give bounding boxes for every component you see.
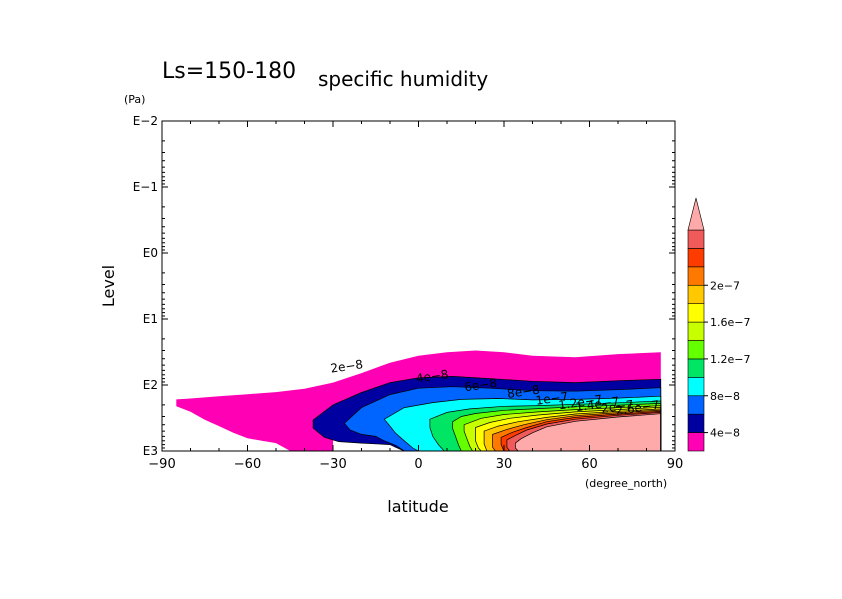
x-tick-label-7: 90	[667, 457, 684, 472]
x-tick-label-6: 60	[581, 457, 598, 472]
colorbar-label-5: 2e−7	[710, 279, 740, 292]
colorbar-swatch-2	[687, 413, 705, 433]
contour-label-9: 2.6e−7	[615, 398, 661, 418]
y-axis-label: Level	[99, 265, 118, 307]
x-tick-label-4: 0	[414, 457, 422, 472]
y-tick-label-6: E3	[143, 444, 158, 458]
colorbar-swatch-7	[687, 321, 705, 341]
contour-line-10	[500, 410, 662, 452]
colorbar-swatch-8	[687, 303, 705, 323]
contour-line-1	[312, 376, 662, 452]
colorbar-swatch-4	[687, 377, 705, 397]
chart-title: Ls=150-180	[162, 59, 296, 84]
contour-line-8	[483, 408, 662, 452]
contour-line-5	[452, 403, 662, 452]
colorbar-swatch-10	[687, 266, 705, 286]
contour-line-7	[475, 406, 662, 452]
contour-label-layer: 2e−8 4e−8 6e−8 8e−81e−71.2e−71.4e−72e−72.6e…	[330, 357, 661, 418]
colorbar-swatch-1	[687, 432, 705, 452]
contour-label-1: 2e−8	[330, 357, 364, 375]
contour-line-11	[506, 412, 662, 452]
contour-label-4: 8e−8	[506, 383, 540, 401]
x-tick-label-3: −30	[319, 457, 346, 472]
y-axis-unit: (Pa)	[124, 93, 145, 106]
colorbar-swatch-5	[687, 358, 705, 378]
contour-lines-layer	[312, 376, 662, 452]
contour-label-3: 6e−8	[463, 376, 497, 394]
contour-line-12	[515, 413, 662, 452]
colorbar-swatch-3	[687, 395, 705, 415]
x-tick-label-5: 30	[496, 457, 513, 472]
contour-label-2: 4e−8	[415, 367, 449, 385]
colorbar-swatch-6	[687, 340, 705, 360]
y-tick-label-1: E−2	[133, 114, 158, 128]
contour-label-7: 1.4e−7	[575, 394, 621, 414]
y-tick-label-2: E−1	[133, 180, 158, 194]
colorbar: 4e−8 8e−8 1.2e−7 1.6e−7 2e−7	[687, 197, 750, 452]
x-tick-label-2: −60	[234, 457, 261, 472]
contour-line-6	[463, 405, 662, 452]
contour-line-9	[492, 409, 662, 452]
colorbar-swatch-11	[687, 248, 705, 268]
x-tick-label-1: −90	[148, 457, 175, 472]
x-axis-unit: (degree_north)	[585, 477, 667, 490]
colorbar-extend-triangle	[687, 197, 705, 231]
contour-line-3	[383, 395, 662, 452]
colorbar-swatch-9	[687, 284, 705, 304]
colorbar-label-1: 4e−8	[710, 427, 740, 440]
contour-label-6: 1.2e−7	[558, 392, 604, 412]
contour-fill-region-13	[515, 413, 661, 451]
y-axis: E−2 E−1 E0 E1 E2 E3	[133, 114, 675, 458]
colorbar-label-3: 1.2e−7	[710, 353, 750, 366]
x-axis: −90 −60 −30 0 30 60 90	[148, 121, 683, 472]
y-tick-label-4: E1	[143, 312, 158, 326]
y-tick-label-3: E0	[143, 246, 158, 260]
contour-label-5: 1e−7	[535, 389, 569, 407]
y-tick-label-5: E2	[143, 378, 158, 392]
chart-subtitle: specific humidity	[318, 67, 488, 91]
contour-line-4	[429, 400, 662, 452]
colorbar-label-2: 8e−8	[710, 390, 740, 403]
colorbar-label-4: 1.6e−7	[710, 316, 750, 329]
contour-label-8: 2e−7	[600, 398, 634, 416]
x-axis-label: latitude	[387, 497, 448, 516]
contour-line-2	[343, 386, 662, 452]
colorbar-swatch-12	[687, 229, 705, 249]
